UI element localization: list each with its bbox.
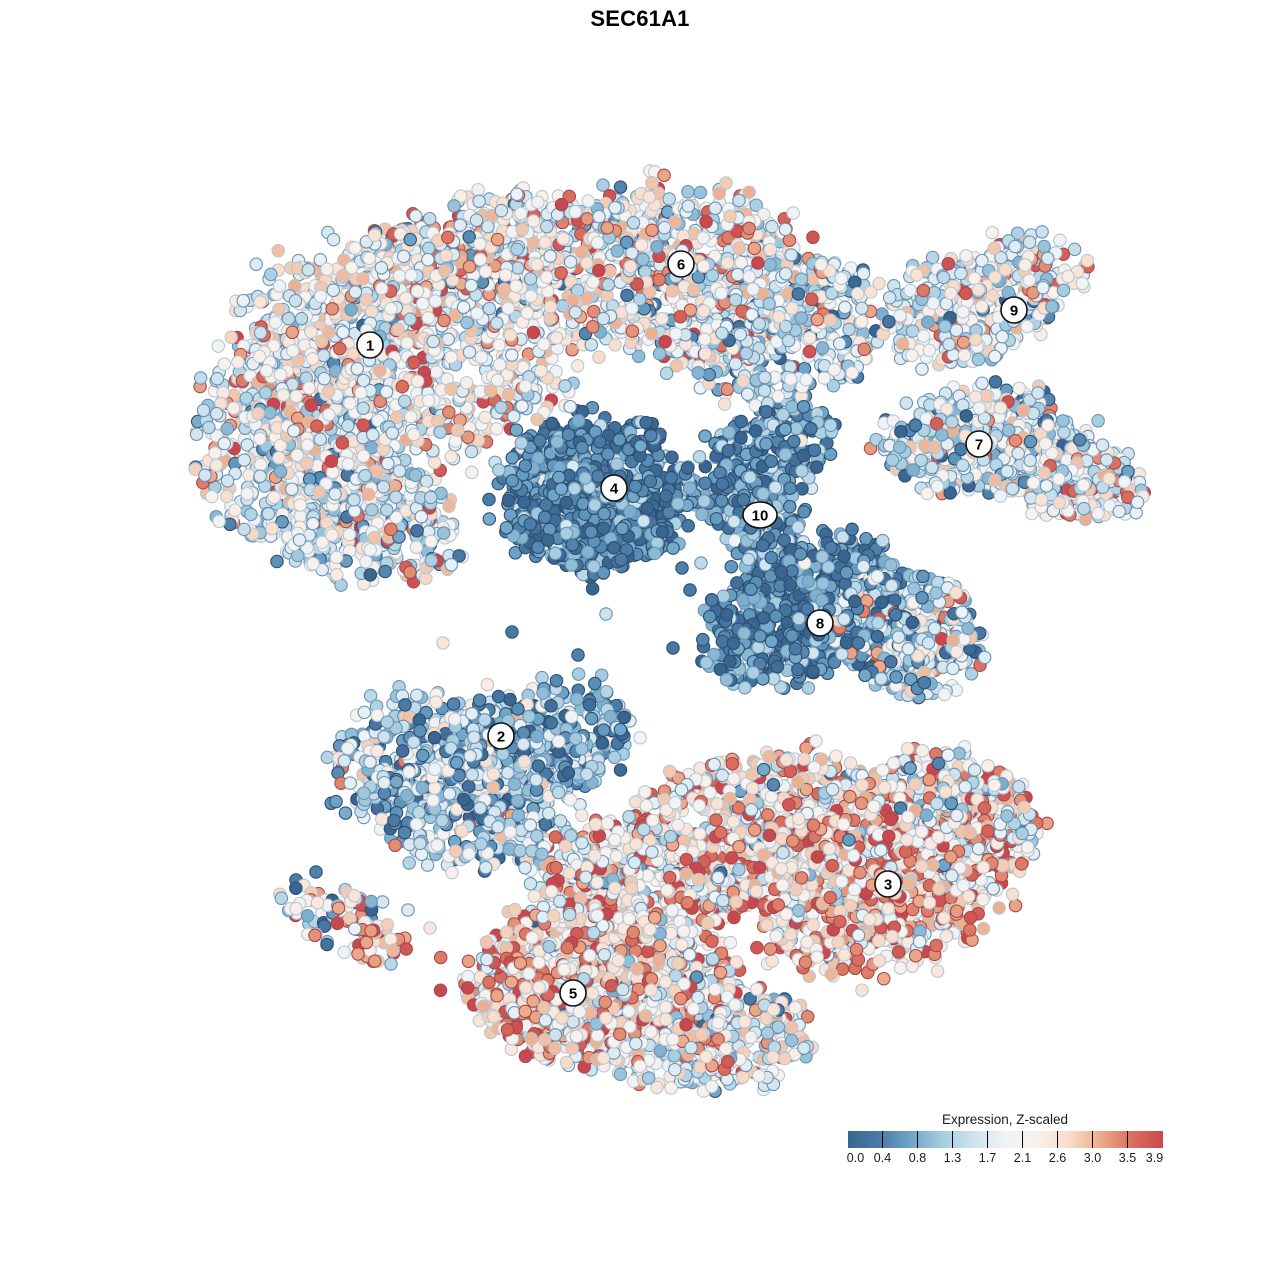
cluster-label-8[interactable]: 8	[806, 609, 834, 637]
colorbar-tick-0.8	[916, 1131, 919, 1148]
colorbar-bar-wrap	[847, 1131, 1163, 1148]
colorbar-tick-0.4	[881, 1131, 884, 1148]
cluster-label-6[interactable]: 6	[667, 250, 695, 278]
colorbar-tick-label-2.1: 2.1	[1013, 1151, 1032, 1165]
colorbar-tick-3.5	[1126, 1131, 1129, 1148]
cluster-label-1[interactable]: 1	[356, 331, 384, 359]
colorbar-title: Expression, Z-scaled	[941, 1112, 1069, 1127]
cluster-label-10[interactable]: 10	[742, 501, 778, 529]
cluster-label-2[interactable]: 2	[487, 722, 515, 750]
data-points-layer	[188, 164, 1152, 1098]
colorbar-tick-label-3.5: 3.5	[1118, 1151, 1137, 1165]
cluster-label-5[interactable]: 5	[559, 979, 587, 1007]
cluster-label-4[interactable]: 4	[600, 474, 628, 502]
colorbar-tick-2.6	[1056, 1131, 1059, 1148]
colorbar-tick-label-1.7: 1.7	[978, 1151, 997, 1165]
colorbar-tick-2.1	[1021, 1131, 1024, 1148]
colorbar-tick-label-3.9: 3.9	[1145, 1151, 1164, 1165]
colorbar-legend: Expression, Z-scaled 0.0 0.4 0.8 1.3 1.7 2.1 2…	[845, 1112, 1165, 1169]
colorbar-tick-label-0.0: 0.0	[846, 1151, 865, 1165]
scatter-plot-area: 1 2 3 4 5 6 7 8 9 10	[0, 40, 1280, 1140]
scatter-svg: 1 2 3 4 5 6 7 8 9 10	[188, 164, 1152, 1098]
colorbar-tick-1.7	[986, 1131, 989, 1148]
colorbar-tick-1.3	[951, 1131, 954, 1148]
cluster-label-9[interactable]: 9	[1000, 296, 1028, 324]
colorbar-tick-3.0	[1091, 1131, 1094, 1148]
colorbar-tick-labels: 0.0 0.4 0.8 1.3 1.7 2.1 2.6 3.0 3.5 3.9	[846, 1151, 1164, 1169]
cluster-labels-layer: 1 2 3 4 5 6 7 8 9 10	[356, 250, 1028, 1007]
colorbar-tick-label-3.0: 3.0	[1083, 1151, 1102, 1165]
colorbar-tick-label-1.3: 1.3	[943, 1151, 962, 1165]
colorbar-tick-label-0.4: 0.4	[873, 1151, 892, 1165]
colorbar-tick-label-2.6: 2.6	[1048, 1151, 1067, 1165]
colorbar-tick-label-0.8: 0.8	[908, 1151, 927, 1165]
cluster-label-7[interactable]: 7	[965, 430, 993, 458]
cluster-label-3[interactable]: 3	[874, 870, 902, 898]
colorbar-gradient	[847, 1131, 1163, 1148]
page-title: SEC61A1	[590, 6, 690, 31]
